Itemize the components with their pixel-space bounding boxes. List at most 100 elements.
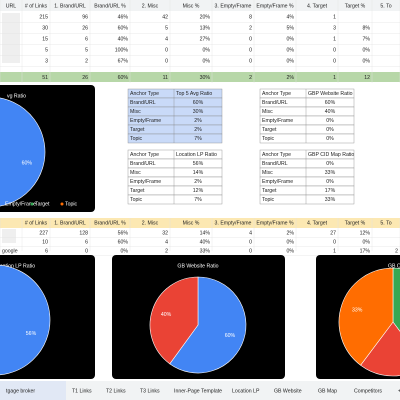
table-cell: 2% xyxy=(194,127,202,133)
sheet-tab[interactable]: GB Map xyxy=(318,388,337,394)
table-header: Anchor Type xyxy=(130,152,159,158)
table-cell: Topic xyxy=(130,197,143,203)
table-cell: Empty/Frame xyxy=(262,118,293,124)
table-cell: Topic xyxy=(130,136,143,142)
column-header: 1. Brand/URL xyxy=(54,220,86,226)
cell: 0 xyxy=(85,248,88,254)
cell: 100% xyxy=(115,47,129,53)
table-header: Anchor Type xyxy=(262,91,291,97)
cell: 26 xyxy=(82,75,88,81)
table-row-bg xyxy=(259,133,355,144)
blurred-urls xyxy=(2,229,16,243)
cell: 8 xyxy=(249,14,252,20)
cell: 60% xyxy=(118,25,129,31)
column-header: 3. Empty/Frame xyxy=(215,3,252,9)
cell: 3 xyxy=(333,25,336,31)
cell: 0% xyxy=(203,58,211,64)
cell: 0 xyxy=(333,47,336,53)
chart-title: GB CID xyxy=(388,263,400,269)
cell: 1 xyxy=(333,14,336,20)
total-row xyxy=(0,72,400,82)
sheet-tab[interactable]: Inner-Page Template xyxy=(174,388,222,394)
cell: 2% xyxy=(287,230,295,236)
table-cell: 14% xyxy=(193,170,204,176)
table-cell: 0% xyxy=(326,118,334,124)
cell: 1 xyxy=(333,36,336,42)
header-row xyxy=(0,0,400,11)
cell: 14% xyxy=(200,230,211,236)
column-header: 4. Target xyxy=(307,220,328,226)
cell: 0 xyxy=(333,239,336,245)
sheet-tab[interactable]: GB Website xyxy=(274,388,302,394)
table-cell: Brand/URL xyxy=(262,100,288,106)
cell: 0 xyxy=(249,239,252,245)
table-row-bg xyxy=(127,133,223,144)
column-header: Brand/URL % xyxy=(94,220,126,226)
sheet-tab[interactable]: tgage broker xyxy=(6,388,35,394)
tab-bar xyxy=(0,381,400,400)
column-header: 2. Misc xyxy=(142,220,159,226)
cell: 7% xyxy=(363,36,371,42)
cell: 33% xyxy=(200,248,211,254)
sheet-tab[interactable]: T1 Links xyxy=(72,388,92,394)
cell: 5% xyxy=(287,25,295,31)
slice-label: 40% xyxy=(161,312,172,318)
pie-slice xyxy=(169,276,247,374)
cell: 0% xyxy=(363,58,371,64)
column-header: Empty/Frame % xyxy=(256,220,294,226)
pie-slice xyxy=(360,321,400,377)
legend-swatch xyxy=(60,202,64,206)
sheet-tab[interactable]: T3 Links xyxy=(140,388,160,394)
cell: 0 xyxy=(249,248,252,254)
column-header: Target % xyxy=(345,3,366,9)
table-cell: 2% xyxy=(194,118,202,124)
cell: 0 xyxy=(165,58,168,64)
table-cell: 33% xyxy=(325,170,336,176)
sheet-tab[interactable]: T2 Links xyxy=(106,388,126,394)
cell: 0 xyxy=(249,58,252,64)
active-tab xyxy=(0,381,66,400)
cell: 0% xyxy=(203,47,211,53)
cell: 4% xyxy=(287,14,295,20)
column-header: Target % xyxy=(345,220,366,226)
table-cell: Misc xyxy=(262,109,273,115)
cell: 10 xyxy=(42,239,48,245)
table-header: Location LP Ratio xyxy=(176,152,217,158)
table-cell: Empty/Frame xyxy=(130,118,161,124)
cell: 0% xyxy=(287,47,295,53)
sheet-tab[interactable]: Location LP xyxy=(232,388,260,394)
table-cell: Misc xyxy=(130,170,141,176)
table-cell: 33% xyxy=(325,197,336,203)
cell: 0% xyxy=(287,36,295,42)
chart-title: cation LP Ratio xyxy=(0,263,35,269)
table-cell: Misc xyxy=(130,109,141,115)
cell: 0% xyxy=(287,248,295,254)
header-row-2 xyxy=(0,218,400,228)
cell: 32 xyxy=(162,230,168,236)
cell: 2 xyxy=(249,25,252,31)
column-header: 4. Target xyxy=(307,3,328,9)
table-cell: 12% xyxy=(193,188,204,194)
table-cell: Target xyxy=(130,127,145,133)
table-cell: Empty/Frame xyxy=(262,179,293,185)
cell: 60% xyxy=(118,239,129,245)
sheet-tab[interactable]: + xyxy=(398,388,400,394)
sheet-tab[interactable]: Competitors xyxy=(354,388,382,394)
table-cell: 0% xyxy=(326,127,334,133)
table-cell: 56% xyxy=(193,161,204,167)
table-header: GBP Website Ratio xyxy=(308,91,353,97)
cell: 30% xyxy=(200,75,211,81)
column-header: URL xyxy=(6,3,16,9)
table-cell: 60% xyxy=(325,100,336,106)
table-cell: Topic xyxy=(262,197,275,203)
table-cell: Topic xyxy=(262,136,275,142)
cell: 17% xyxy=(360,248,371,254)
table-cell: Brand/URL xyxy=(130,161,156,167)
cell: 0% xyxy=(363,239,371,245)
cell: 96 xyxy=(82,14,88,20)
cell: 12 xyxy=(364,75,370,81)
cell: 12% xyxy=(360,230,371,236)
cell: 2 xyxy=(85,58,88,64)
cell: 215 xyxy=(39,14,48,20)
